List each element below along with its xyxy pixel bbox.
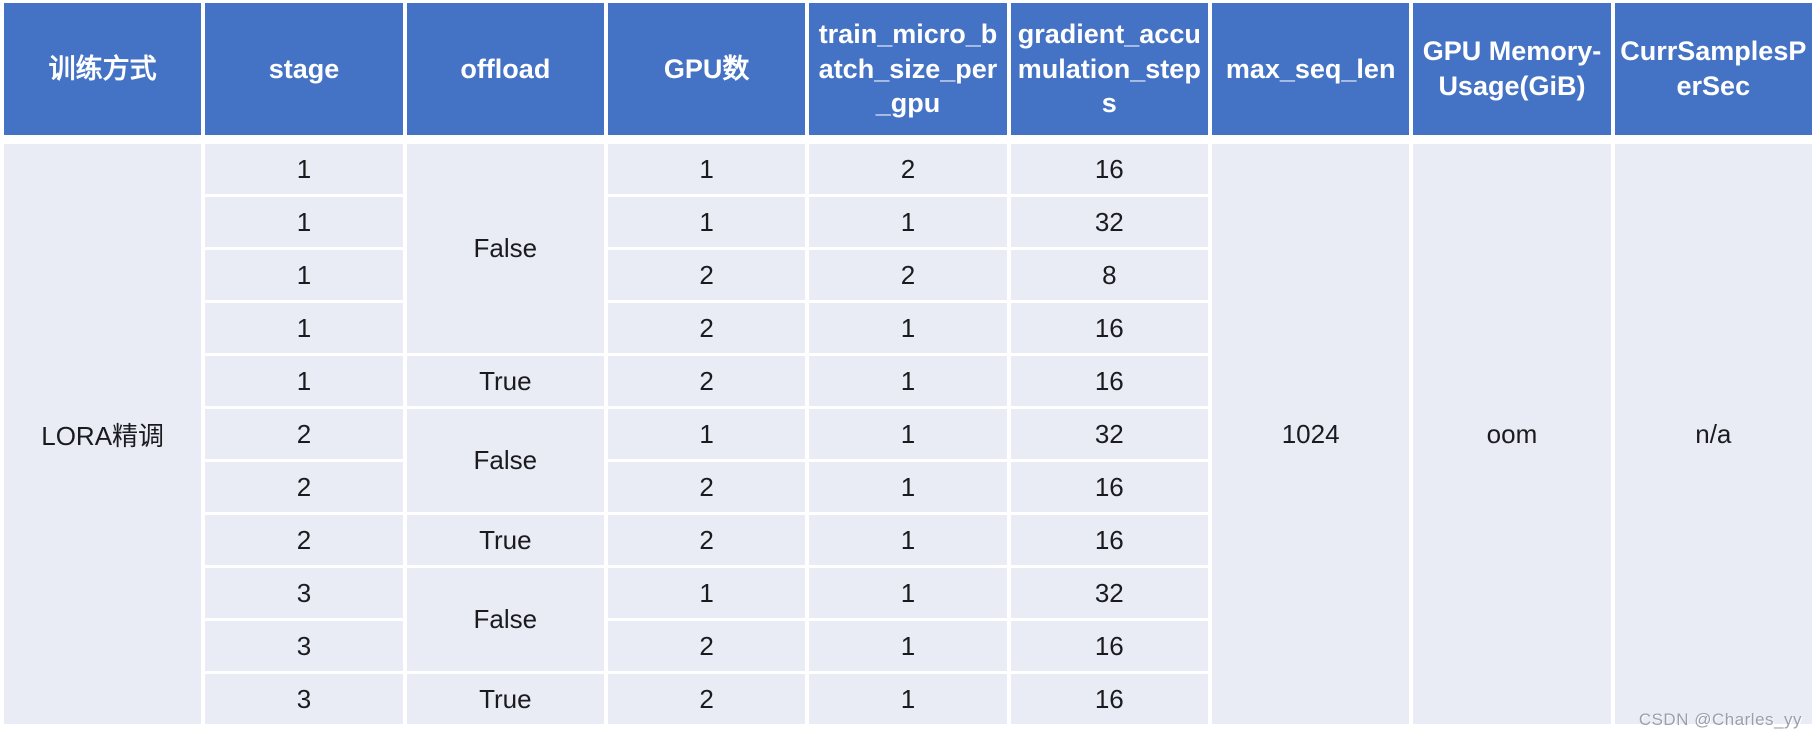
cell-offload: False bbox=[406, 144, 604, 353]
table-row: 3 False 1 1 32 bbox=[4, 568, 1812, 671]
cell-micro-batch: 1 bbox=[809, 515, 1007, 565]
cell-gpu-count: 2 bbox=[607, 674, 806, 724]
cell-stage: 3 bbox=[205, 568, 403, 618]
cell-offload: False bbox=[406, 568, 604, 671]
header-train-micro-batch-size-per-gpu: train_micro_batch_size_per_gpu bbox=[809, 3, 1007, 141]
table-row: 2 2 1 16 bbox=[4, 462, 1812, 512]
header-training-method: 训练方式 bbox=[4, 3, 202, 141]
cell-max-seq-len: 1024 bbox=[1211, 144, 1410, 724]
table-row: 1 1 1 32 bbox=[4, 197, 1812, 247]
cell-training-method: LORA精调 bbox=[4, 144, 202, 724]
table-header-row: 训练方式 stage offload GPU数 train_micro_batc… bbox=[4, 3, 1812, 141]
cell-grad-accum: 16 bbox=[1010, 144, 1208, 194]
cell-gpu-count: 1 bbox=[607, 144, 806, 194]
cell-gpu-count: 2 bbox=[607, 356, 806, 406]
cell-grad-accum: 16 bbox=[1010, 356, 1208, 406]
cell-micro-batch: 2 bbox=[809, 250, 1007, 300]
header-gpu-memory-usage: GPU Memory-Usage(GiB) bbox=[1413, 3, 1611, 141]
cell-gpu-count: 1 bbox=[607, 568, 806, 618]
cell-grad-accum: 16 bbox=[1010, 621, 1208, 671]
header-curr-samples-per-sec: CurrSamplesPerSec bbox=[1614, 3, 1812, 141]
cell-grad-accum: 32 bbox=[1010, 568, 1208, 618]
cell-stage: 2 bbox=[205, 409, 403, 459]
table-row: 2 False 1 1 32 bbox=[4, 409, 1812, 512]
table-row: 3 True 2 1 16 bbox=[4, 674, 1812, 724]
cell-stage: 1 bbox=[205, 356, 403, 406]
cell-stage: 3 bbox=[205, 621, 403, 671]
cell-stage: 2 bbox=[205, 462, 403, 512]
cell-micro-batch: 1 bbox=[809, 356, 1007, 406]
table-row: LORA精调 1 False 1 2 16 1024 oom n/a bbox=[4, 144, 1812, 724]
header-offload: offload bbox=[406, 3, 604, 141]
cell-micro-batch: 1 bbox=[809, 674, 1007, 724]
cell-gpu-count: 2 bbox=[607, 462, 806, 512]
cell-grad-accum: 16 bbox=[1010, 303, 1208, 353]
cell-stage: 1 bbox=[205, 303, 403, 353]
cell-stage: 2 bbox=[205, 515, 403, 565]
cell-grad-accum: 32 bbox=[1010, 197, 1208, 247]
header-gpu-count: GPU数 bbox=[607, 3, 806, 141]
cell-micro-batch: 2 bbox=[809, 144, 1007, 194]
cell-micro-batch: 1 bbox=[809, 197, 1007, 247]
table-row: 1 2 1 16 bbox=[4, 303, 1812, 353]
cell-gpu-count: 1 bbox=[607, 197, 806, 247]
cell-stage: 1 bbox=[205, 250, 403, 300]
header-max-seq-len: max_seq_len bbox=[1211, 3, 1410, 141]
cell-gpu-memory-usage: oom bbox=[1413, 144, 1611, 724]
cell-offload: False bbox=[406, 409, 604, 512]
cell-micro-batch: 1 bbox=[809, 409, 1007, 459]
header-stage: stage bbox=[205, 3, 403, 141]
table-row: 2 True 2 1 16 bbox=[4, 515, 1812, 565]
cell-offload: True bbox=[406, 674, 604, 724]
cell-micro-batch: 1 bbox=[809, 568, 1007, 618]
cell-curr-samples-per-sec: n/a bbox=[1614, 144, 1812, 724]
table-row: 3 2 1 16 bbox=[4, 621, 1812, 671]
header-gradient-accumulation-steps: gradient_accumulation_steps bbox=[1010, 3, 1208, 141]
cell-grad-accum: 16 bbox=[1010, 515, 1208, 565]
cell-grad-accum: 16 bbox=[1010, 674, 1208, 724]
cell-micro-batch: 1 bbox=[809, 462, 1007, 512]
cell-gpu-count: 2 bbox=[607, 621, 806, 671]
cell-stage: 3 bbox=[205, 674, 403, 724]
table-row: 1 True 2 1 16 bbox=[4, 356, 1812, 406]
csdn-watermark: CSDN @Charles_yy bbox=[1638, 710, 1802, 729]
cell-grad-accum: 8 bbox=[1010, 250, 1208, 300]
cell-micro-batch: 1 bbox=[809, 303, 1007, 353]
cell-offload: True bbox=[406, 515, 604, 565]
cell-offload: True bbox=[406, 356, 604, 406]
cell-stage: 1 bbox=[205, 144, 403, 194]
cell-grad-accum: 32 bbox=[1010, 409, 1208, 459]
cell-gpu-count: 2 bbox=[607, 515, 806, 565]
cell-gpu-count: 1 bbox=[607, 409, 806, 459]
cell-grad-accum: 16 bbox=[1010, 462, 1208, 512]
cell-gpu-count: 2 bbox=[607, 250, 806, 300]
cell-stage: 1 bbox=[205, 197, 403, 247]
cell-micro-batch: 1 bbox=[809, 621, 1007, 671]
table-row: 1 2 2 8 bbox=[4, 250, 1812, 300]
cell-gpu-count: 2 bbox=[607, 303, 806, 353]
